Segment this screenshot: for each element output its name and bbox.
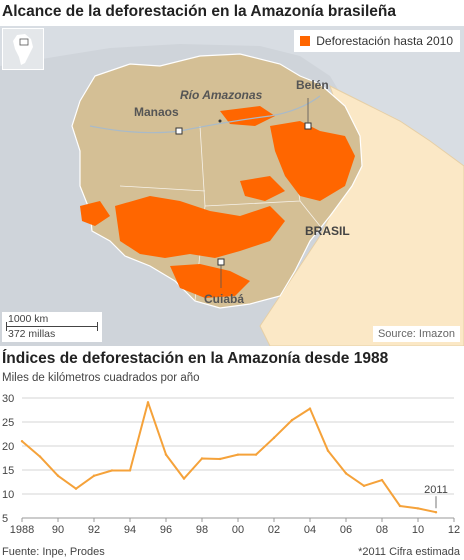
river-label: Río Amazonas xyxy=(180,88,263,102)
legend-swatch xyxy=(300,36,311,46)
legend-label: Deforestación hasta 2010 xyxy=(316,34,453,48)
x-tick-label: 04 xyxy=(304,524,316,536)
x-tick-label: 96 xyxy=(160,524,172,536)
x-tick-label: 06 xyxy=(340,524,352,536)
map-source: Source: Imazon xyxy=(372,326,460,342)
city-label-manaos: Manaos xyxy=(134,105,179,119)
series-line xyxy=(21,401,437,514)
data-point xyxy=(56,474,60,477)
belen-marker xyxy=(304,122,312,130)
data-point xyxy=(164,453,168,456)
data-point xyxy=(92,474,96,477)
y-tick-label: 5 xyxy=(2,513,8,525)
footer-note: *2011 Cifra estimada xyxy=(358,546,460,558)
city-label-belen: Belén xyxy=(296,78,329,92)
city-label-cuiaba: Cuiabá xyxy=(204,292,245,306)
footer-source: Fuente: Inpe, Prodes xyxy=(2,546,105,558)
scale-tick-left xyxy=(6,322,7,331)
river-point xyxy=(218,119,222,123)
data-point xyxy=(200,457,204,460)
data-point xyxy=(128,469,132,472)
y-tick-label: 30 xyxy=(2,393,14,405)
data-point xyxy=(218,457,222,461)
country-label: BRASIL xyxy=(305,224,350,238)
inset-box xyxy=(19,38,29,46)
data-point xyxy=(326,449,330,452)
data-point xyxy=(434,511,438,514)
data-point xyxy=(362,484,366,488)
inset-graphic xyxy=(13,34,33,65)
deforestation-areas xyxy=(80,106,355,298)
x-tick-label: 10 xyxy=(412,524,424,536)
y-tick-label: 25 xyxy=(2,417,14,429)
deforestation-line-chart: 5 10 15 20 25 30 1988 90 92 94 96 98 00 02 04 06 08 10 12 2… xyxy=(2,393,460,536)
data-point xyxy=(380,478,384,482)
data-point xyxy=(20,440,24,443)
x-tick-label: 08 xyxy=(376,524,388,536)
map-legend: Deforestación hasta 2010 xyxy=(294,30,460,52)
data-point xyxy=(272,436,276,440)
data-point xyxy=(110,469,114,472)
data-point xyxy=(398,504,402,508)
data-point xyxy=(344,472,348,475)
y-tick-label: 15 xyxy=(2,465,14,477)
y-tick-label: 10 xyxy=(2,489,14,501)
x-tick-label: 12 xyxy=(448,524,460,536)
scale-tick-right xyxy=(97,322,98,331)
scale-bar: 1000 km 372 millas xyxy=(2,312,102,342)
scale-miles-label: 372 millas xyxy=(8,328,56,340)
x-tick-label: 98 xyxy=(196,524,208,536)
chart-title: Índices de deforestación en la Amazonía … xyxy=(2,350,389,367)
data-point xyxy=(308,407,312,410)
data-point xyxy=(416,507,420,510)
map-title: Alcance de la deforestación en la Amazon… xyxy=(2,3,396,20)
amazon-river xyxy=(89,95,321,134)
data-point xyxy=(146,401,150,404)
x-tick-label: 94 xyxy=(124,524,136,536)
annotation-label: 2011 xyxy=(424,484,448,496)
data-point xyxy=(182,477,186,480)
amazon-map: Deforestación hasta 2010 Manaos Belén Cu… xyxy=(0,26,464,346)
data-point xyxy=(38,455,42,458)
manaos-marker xyxy=(175,127,183,135)
x-tick-label: 00 xyxy=(232,524,244,536)
data-point xyxy=(236,453,240,456)
scale-line xyxy=(6,326,98,327)
scale-km-label: 1000 km xyxy=(8,313,49,325)
y-tick-label: 20 xyxy=(2,441,14,453)
x-tick-label: 90 xyxy=(52,524,64,536)
map-graphic xyxy=(0,26,464,346)
location-inset xyxy=(2,28,44,70)
cuiaba-marker xyxy=(217,258,225,266)
x-tick-label: 1988 xyxy=(10,524,34,536)
x-tick-label: 02 xyxy=(268,524,280,536)
x-tick-label: 92 xyxy=(88,524,100,536)
data-point xyxy=(254,453,258,456)
chart-subtitle: Miles de kilómetros cuadrados por año xyxy=(2,372,200,384)
data-point xyxy=(290,418,294,422)
data-point xyxy=(74,487,78,490)
